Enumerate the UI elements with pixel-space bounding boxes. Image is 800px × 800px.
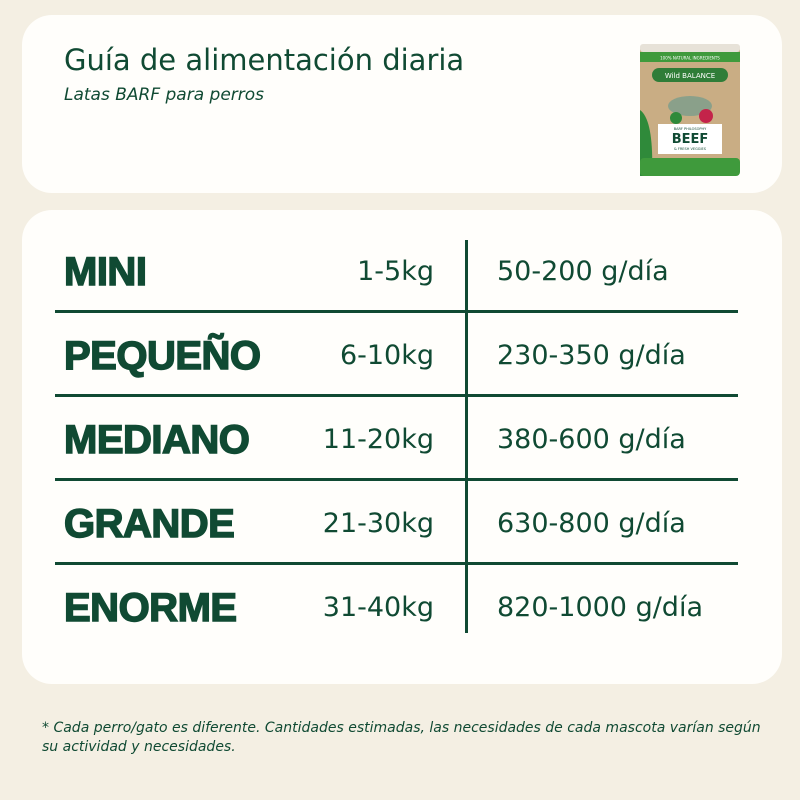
- table-row: PEQUEÑO 6-10kg 230-350 g/día: [22, 314, 782, 398]
- daily-amount: 820-1000 g/día: [497, 592, 703, 623]
- footnote: * Cada perro/gato es diferente. Cantidad…: [42, 720, 761, 755]
- svg-text:100% NATURAL INGREDIENTS: 100% NATURAL INGREDIENTS: [660, 56, 720, 61]
- row-divider: [55, 562, 738, 565]
- weight-range: 6-10kg: [339, 340, 434, 371]
- table-row: MINI 1-5kg 50-200 g/día: [22, 230, 782, 314]
- size-label: MINI: [63, 249, 147, 295]
- page-title: Guía de alimentación diaria: [64, 43, 465, 77]
- row-divider: [55, 310, 738, 313]
- svg-text:BEEF: BEEF: [672, 132, 709, 147]
- product-can-image: 100% NATURAL INGREDIENTS Wild BALANCE BA…: [640, 44, 740, 176]
- svg-text:Wild BALANCE: Wild BALANCE: [665, 72, 715, 80]
- row-divider: [55, 478, 738, 481]
- table-row: MEDIANO 11-20kg 380-600 g/día: [22, 398, 782, 482]
- weight-range: 31-40kg: [322, 592, 434, 623]
- size-label: MEDIANO: [63, 417, 250, 463]
- page-subtitle: Latas BARF para perros: [64, 85, 265, 105]
- row-divider: [55, 394, 738, 397]
- size-label: GRANDE: [63, 501, 235, 547]
- table-row: ENORME 31-40kg 820-1000 g/día: [22, 566, 782, 650]
- size-label: PEQUEÑO: [63, 333, 262, 379]
- weight-range: 11-20kg: [322, 424, 434, 455]
- svg-text:BARF PHILOSOPHY: BARF PHILOSOPHY: [674, 127, 707, 131]
- table-row: GRANDE 21-30kg 630-800 g/día: [22, 482, 782, 566]
- weight-range: 1-5kg: [357, 256, 434, 287]
- daily-amount: 50-200 g/día: [497, 256, 669, 287]
- weight-range: 21-30kg: [322, 508, 434, 539]
- daily-amount: 380-600 g/día: [497, 424, 686, 455]
- daily-amount: 230-350 g/día: [497, 340, 686, 371]
- header-card: Guía de alimentación diaria Latas BARF p…: [22, 15, 782, 193]
- feeding-table: MINI 1-5kg 50-200 g/día PEQUEÑO 6-10kg 2…: [22, 210, 782, 684]
- column-divider: [465, 240, 468, 633]
- daily-amount: 630-800 g/día: [497, 508, 686, 539]
- svg-text:& FRESH VEGGIES: & FRESH VEGGIES: [674, 147, 707, 151]
- size-label: ENORME: [63, 585, 238, 631]
